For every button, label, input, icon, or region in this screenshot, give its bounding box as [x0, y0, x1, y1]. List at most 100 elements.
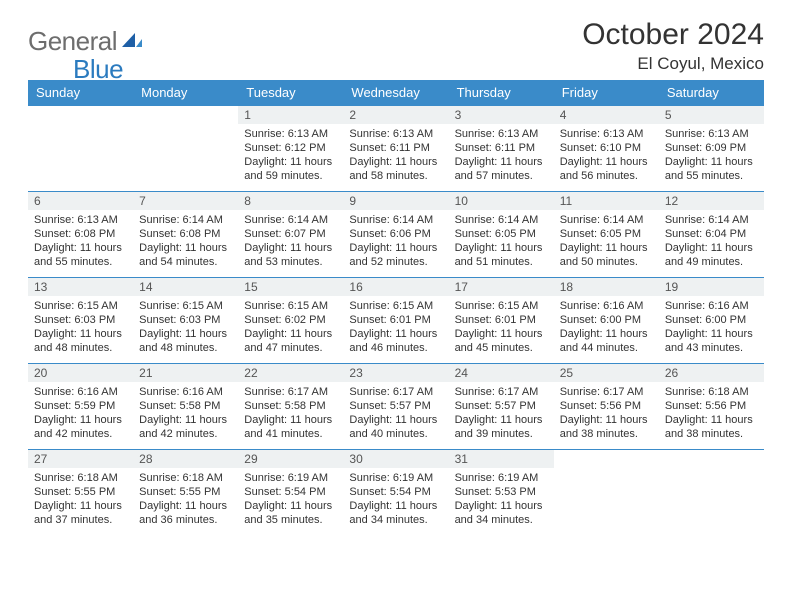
day-cell: 7Sunrise: 6:14 AMSunset: 6:08 PMDaylight… [133, 192, 238, 278]
day-number: 30 [343, 450, 448, 468]
day-number: 21 [133, 364, 238, 382]
brand-logo: General [28, 26, 145, 57]
day-number: 19 [659, 278, 764, 296]
day-details: Sunrise: 6:14 AMSunset: 6:05 PMDaylight:… [449, 210, 554, 271]
day-details: Sunrise: 6:15 AMSunset: 6:01 PMDaylight:… [449, 296, 554, 357]
day-number: 16 [343, 278, 448, 296]
day-cell: 29Sunrise: 6:19 AMSunset: 5:54 PMDayligh… [238, 450, 343, 536]
day-cell: 2Sunrise: 6:13 AMSunset: 6:11 PMDaylight… [343, 106, 448, 192]
month-title: October 2024 [582, 18, 764, 52]
day-number: 26 [659, 364, 764, 382]
day-number: 13 [28, 278, 133, 296]
day-cell: 16Sunrise: 6:15 AMSunset: 6:01 PMDayligh… [343, 278, 448, 364]
day-number: 18 [554, 278, 659, 296]
weekday-tuesday: Tuesday [238, 80, 343, 106]
day-cell: 19Sunrise: 6:16 AMSunset: 6:00 PMDayligh… [659, 278, 764, 364]
day-cell: 26Sunrise: 6:18 AMSunset: 5:56 PMDayligh… [659, 364, 764, 450]
day-details: Sunrise: 6:13 AMSunset: 6:12 PMDaylight:… [238, 124, 343, 185]
weekday-monday: Monday [133, 80, 238, 106]
day-cell: 24Sunrise: 6:17 AMSunset: 5:57 PMDayligh… [449, 364, 554, 450]
day-number: 31 [449, 450, 554, 468]
day-details: Sunrise: 6:18 AMSunset: 5:55 PMDaylight:… [28, 468, 133, 529]
empty-cell [659, 450, 764, 536]
day-cell: 14Sunrise: 6:15 AMSunset: 6:03 PMDayligh… [133, 278, 238, 364]
sail-icon [121, 31, 143, 53]
day-details: Sunrise: 6:19 AMSunset: 5:54 PMDaylight:… [343, 468, 448, 529]
day-cell: 20Sunrise: 6:16 AMSunset: 5:59 PMDayligh… [28, 364, 133, 450]
day-details: Sunrise: 6:14 AMSunset: 6:07 PMDaylight:… [238, 210, 343, 271]
day-cell: 3Sunrise: 6:13 AMSunset: 6:11 PMDaylight… [449, 106, 554, 192]
day-number: 4 [554, 106, 659, 124]
empty-cell [133, 106, 238, 192]
day-number: 23 [343, 364, 448, 382]
day-details: Sunrise: 6:13 AMSunset: 6:11 PMDaylight:… [449, 124, 554, 185]
day-details: Sunrise: 6:18 AMSunset: 5:56 PMDaylight:… [659, 382, 764, 443]
day-number: 17 [449, 278, 554, 296]
day-number: 5 [659, 106, 764, 124]
day-number: 7 [133, 192, 238, 210]
calendar-grid: SundayMondayTuesdayWednesdayThursdayFrid… [28, 80, 764, 536]
calendar-row: 20Sunrise: 6:16 AMSunset: 5:59 PMDayligh… [28, 364, 764, 450]
day-details: Sunrise: 6:17 AMSunset: 5:58 PMDaylight:… [238, 382, 343, 443]
day-number: 25 [554, 364, 659, 382]
day-cell: 9Sunrise: 6:14 AMSunset: 6:06 PMDaylight… [343, 192, 448, 278]
day-details: Sunrise: 6:15 AMSunset: 6:03 PMDaylight:… [133, 296, 238, 357]
day-cell: 17Sunrise: 6:15 AMSunset: 6:01 PMDayligh… [449, 278, 554, 364]
day-cell: 5Sunrise: 6:13 AMSunset: 6:09 PMDaylight… [659, 106, 764, 192]
calendar-page: General October 2024 El Coyul, Mexico Bl… [0, 0, 792, 546]
day-details: Sunrise: 6:14 AMSunset: 6:05 PMDaylight:… [554, 210, 659, 271]
day-details: Sunrise: 6:15 AMSunset: 6:03 PMDaylight:… [28, 296, 133, 357]
calendar-row: 27Sunrise: 6:18 AMSunset: 5:55 PMDayligh… [28, 450, 764, 536]
day-details: Sunrise: 6:15 AMSunset: 6:02 PMDaylight:… [238, 296, 343, 357]
day-cell: 6Sunrise: 6:13 AMSunset: 6:08 PMDaylight… [28, 192, 133, 278]
day-number: 22 [238, 364, 343, 382]
day-details: Sunrise: 6:13 AMSunset: 6:11 PMDaylight:… [343, 124, 448, 185]
day-details: Sunrise: 6:16 AMSunset: 6:00 PMDaylight:… [554, 296, 659, 357]
brand-gray: General [28, 26, 117, 57]
weekday-friday: Friday [554, 80, 659, 106]
day-details: Sunrise: 6:19 AMSunset: 5:53 PMDaylight:… [449, 468, 554, 529]
weekday-wednesday: Wednesday [343, 80, 448, 106]
day-number: 8 [238, 192, 343, 210]
empty-cell [554, 450, 659, 536]
day-cell: 21Sunrise: 6:16 AMSunset: 5:58 PMDayligh… [133, 364, 238, 450]
day-number: 1 [238, 106, 343, 124]
calendar-row: 1Sunrise: 6:13 AMSunset: 6:12 PMDaylight… [28, 106, 764, 192]
day-cell: 27Sunrise: 6:18 AMSunset: 5:55 PMDayligh… [28, 450, 133, 536]
day-cell: 23Sunrise: 6:17 AMSunset: 5:57 PMDayligh… [343, 364, 448, 450]
weekday-saturday: Saturday [659, 80, 764, 106]
day-cell: 28Sunrise: 6:18 AMSunset: 5:55 PMDayligh… [133, 450, 238, 536]
day-cell: 8Sunrise: 6:14 AMSunset: 6:07 PMDaylight… [238, 192, 343, 278]
day-details: Sunrise: 6:14 AMSunset: 6:06 PMDaylight:… [343, 210, 448, 271]
day-number: 28 [133, 450, 238, 468]
header: General October 2024 El Coyul, Mexico [28, 18, 764, 74]
weekday-sunday: Sunday [28, 80, 133, 106]
day-cell: 15Sunrise: 6:15 AMSunset: 6:02 PMDayligh… [238, 278, 343, 364]
day-details: Sunrise: 6:17 AMSunset: 5:56 PMDaylight:… [554, 382, 659, 443]
title-block: October 2024 El Coyul, Mexico [582, 18, 764, 74]
day-number: 10 [449, 192, 554, 210]
day-details: Sunrise: 6:13 AMSunset: 6:10 PMDaylight:… [554, 124, 659, 185]
day-details: Sunrise: 6:13 AMSunset: 6:09 PMDaylight:… [659, 124, 764, 185]
day-details: Sunrise: 6:16 AMSunset: 5:59 PMDaylight:… [28, 382, 133, 443]
day-cell: 10Sunrise: 6:14 AMSunset: 6:05 PMDayligh… [449, 192, 554, 278]
weekday-header-row: SundayMondayTuesdayWednesdayThursdayFrid… [28, 80, 764, 106]
calendar-row: 13Sunrise: 6:15 AMSunset: 6:03 PMDayligh… [28, 278, 764, 364]
day-cell: 12Sunrise: 6:14 AMSunset: 6:04 PMDayligh… [659, 192, 764, 278]
location: El Coyul, Mexico [582, 54, 764, 74]
day-number: 6 [28, 192, 133, 210]
day-cell: 11Sunrise: 6:14 AMSunset: 6:05 PMDayligh… [554, 192, 659, 278]
day-cell: 4Sunrise: 6:13 AMSunset: 6:10 PMDaylight… [554, 106, 659, 192]
calendar-row: 6Sunrise: 6:13 AMSunset: 6:08 PMDaylight… [28, 192, 764, 278]
day-number: 11 [554, 192, 659, 210]
day-number: 12 [659, 192, 764, 210]
day-details: Sunrise: 6:14 AMSunset: 6:08 PMDaylight:… [133, 210, 238, 271]
day-cell: 13Sunrise: 6:15 AMSunset: 6:03 PMDayligh… [28, 278, 133, 364]
day-cell: 30Sunrise: 6:19 AMSunset: 5:54 PMDayligh… [343, 450, 448, 536]
day-details: Sunrise: 6:14 AMSunset: 6:04 PMDaylight:… [659, 210, 764, 271]
day-number: 29 [238, 450, 343, 468]
day-cell: 1Sunrise: 6:13 AMSunset: 6:12 PMDaylight… [238, 106, 343, 192]
day-cell: 31Sunrise: 6:19 AMSunset: 5:53 PMDayligh… [449, 450, 554, 536]
empty-cell [28, 106, 133, 192]
day-cell: 22Sunrise: 6:17 AMSunset: 5:58 PMDayligh… [238, 364, 343, 450]
